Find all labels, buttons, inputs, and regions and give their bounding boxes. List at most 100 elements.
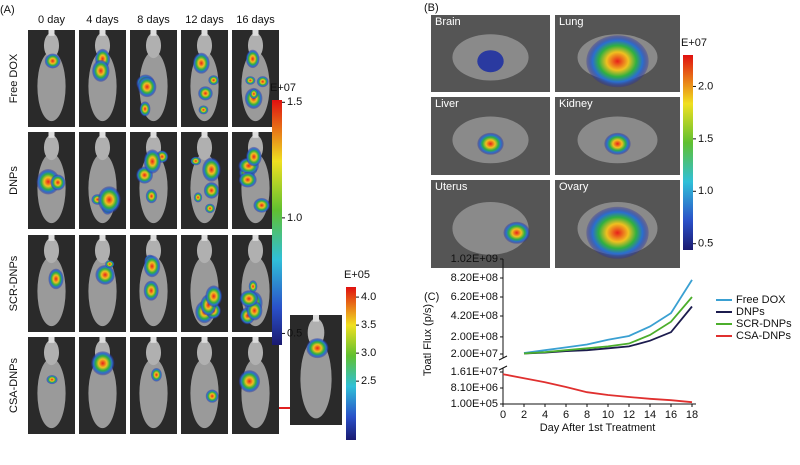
signal — [205, 389, 219, 403]
signal — [139, 101, 151, 117]
mouse-body — [139, 358, 168, 429]
legend-label: DNPs — [736, 306, 765, 318]
organ-label: Kidney — [559, 98, 593, 110]
nose-cone — [48, 235, 55, 241]
signal — [192, 52, 210, 74]
colorbar — [683, 55, 693, 250]
column-label: 4 days — [86, 14, 119, 26]
signal — [193, 192, 203, 203]
y-tick-label: 8.10E+06 — [451, 382, 498, 394]
mouse-body — [37, 358, 66, 429]
signal — [137, 76, 157, 98]
axis-break — [498, 355, 508, 361]
column-label: 12 days — [185, 14, 224, 26]
y-tick-label: 1.61E+07 — [451, 366, 498, 378]
signal — [253, 197, 271, 213]
signal — [586, 35, 649, 88]
column-label: 8 days — [137, 14, 170, 26]
signal — [306, 338, 329, 359]
colorbar-tick-label: 1.5 — [698, 133, 713, 145]
x-tick-label: 12 — [623, 409, 635, 421]
signal — [205, 285, 223, 308]
legend-label: Free DOX — [736, 294, 786, 306]
mouse-head — [94, 237, 111, 264]
signal — [477, 50, 504, 73]
signal — [477, 132, 504, 155]
mouse-head — [196, 339, 213, 366]
signal — [248, 280, 258, 293]
colorbar-exponent: E+07 — [681, 37, 707, 49]
colorbar-tick-label: 1.5 — [287, 96, 302, 108]
x-axis-label: Day After 1st Treatment — [540, 422, 656, 434]
mouse-head — [247, 237, 264, 264]
colorbar-tick-label: 2.0 — [698, 80, 713, 92]
signal — [238, 171, 257, 188]
colorbar-tick-label: 0.5 — [698, 238, 713, 250]
colorbar-tick-label: 4.0 — [361, 291, 376, 303]
mouse-head — [43, 237, 60, 264]
y-tick-label: 8.20E+08 — [451, 272, 498, 284]
signal — [48, 268, 64, 290]
column-label: 0 day — [38, 14, 65, 26]
signal — [46, 375, 58, 385]
y-tick-label: 2.00E+08 — [451, 331, 498, 343]
signal — [239, 290, 259, 308]
nose-cone — [99, 337, 106, 343]
panel-label: (A) — [0, 4, 15, 16]
signal — [145, 189, 158, 204]
nose-cone — [201, 30, 208, 36]
signal — [50, 174, 66, 191]
nose-cone — [99, 30, 106, 36]
colorbar-exponent: E+05 — [344, 269, 370, 281]
x-tick-label: 2 — [521, 409, 527, 421]
signal — [44, 53, 61, 69]
mouse-body — [37, 256, 66, 327]
x-tick-label: 18 — [686, 409, 698, 421]
x-tick-label: 4 — [542, 409, 548, 421]
x-tick-label: 14 — [644, 409, 656, 421]
signal — [245, 49, 260, 69]
mouse-body — [300, 339, 332, 419]
y-axis-label: Toatl Flux (p/s) — [422, 304, 434, 376]
nose-cone — [313, 315, 319, 322]
colorbar-exponent: E+07 — [270, 82, 296, 94]
nose-cone — [150, 132, 157, 138]
nose-cone — [201, 132, 208, 138]
colorbar — [272, 100, 282, 345]
series-line — [523, 296, 693, 355]
x-tick-label: 8 — [584, 409, 590, 421]
signal — [198, 86, 213, 101]
mouse-head — [43, 339, 60, 366]
x-tick-label: 10 — [602, 409, 614, 421]
panel-label: (C) — [424, 291, 439, 303]
series-line — [502, 373, 693, 404]
nose-cone — [99, 132, 106, 138]
row-label: CSA-DNPs — [8, 358, 20, 414]
mouse-head — [43, 134, 60, 161]
nose-cone — [150, 337, 157, 343]
nose-cone — [252, 132, 259, 138]
nose-cone — [48, 132, 55, 138]
y-tick-label: 1.02E+09 — [451, 253, 498, 265]
mouse-head — [43, 32, 60, 59]
signal — [249, 88, 259, 100]
y-tick-label: 1.00E+05 — [451, 398, 498, 410]
legend-label: CSA-DNPs — [736, 330, 792, 342]
signal — [586, 206, 649, 259]
signal — [208, 75, 219, 86]
nose-cone — [252, 235, 259, 241]
colorbar — [346, 287, 356, 440]
nose-cone — [201, 337, 208, 343]
organ-label: Lung — [559, 16, 583, 28]
y-tick-label: 4.20E+08 — [451, 310, 498, 322]
organ-label: Liver — [435, 98, 459, 110]
column-label: 16 days — [236, 14, 275, 26]
signal — [95, 264, 115, 285]
row-label: SCR-DNPs — [8, 255, 20, 311]
signal — [92, 59, 110, 82]
x-tick-label: 0 — [500, 409, 506, 421]
signal — [205, 203, 216, 214]
nose-cone — [150, 235, 157, 241]
colorbar-tick-label: 0.5 — [287, 327, 302, 339]
